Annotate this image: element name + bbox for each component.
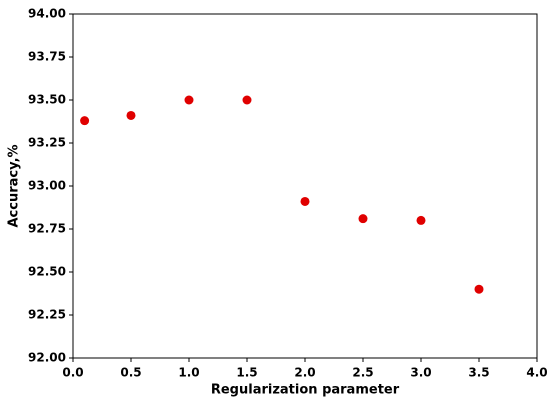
point <box>474 284 484 294</box>
point <box>416 215 426 225</box>
point <box>80 116 90 126</box>
x-tick-label: 1.5 <box>236 366 257 380</box>
point <box>358 214 368 224</box>
y-tick-label: 92.25 <box>28 308 66 322</box>
y-tick-label: 92.00 <box>28 351 66 365</box>
x-tick-label: 0.0 <box>62 366 83 380</box>
x-tick-label: 2.5 <box>352 366 373 380</box>
x-tick-label: 3.0 <box>410 366 431 380</box>
x-tick-label: 1.0 <box>178 366 199 380</box>
y-axis-title: Accuracy,% <box>7 144 22 227</box>
y-tick-label: 92.75 <box>28 222 66 236</box>
point <box>300 196 310 206</box>
y-tick-label: 93.50 <box>28 93 66 107</box>
y-tick-label: 94.00 <box>28 7 66 21</box>
x-tick-label: 2.0 <box>294 366 315 380</box>
y-tick-label: 93.25 <box>28 136 66 150</box>
point <box>184 95 194 105</box>
y-tick-label: 93.75 <box>28 50 66 64</box>
y-tick-label: 93.00 <box>28 179 66 193</box>
point <box>126 110 136 120</box>
point <box>242 95 252 105</box>
x-tick-label: 4.0 <box>526 366 547 380</box>
y-tick-label: 92.50 <box>28 265 66 279</box>
plot-frame <box>72 13 538 359</box>
x-tick-label: 0.5 <box>120 366 141 380</box>
x-tick-label: 3.5 <box>468 366 489 380</box>
x-axis-title: Regularization parameter <box>211 383 400 398</box>
